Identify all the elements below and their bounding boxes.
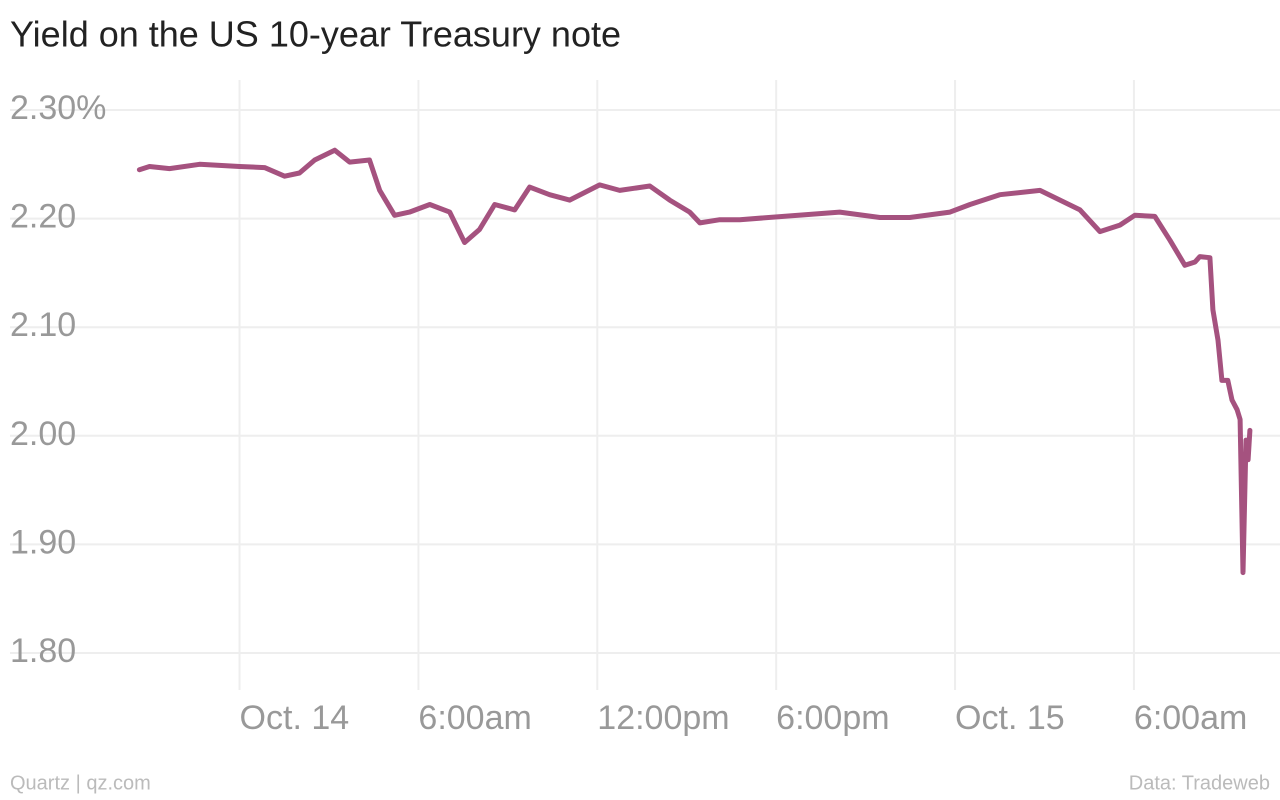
y-tick-label: 2.30% [10,89,106,127]
y-tick-label: 1.80 [10,632,76,670]
source-right: Data: Tradeweb [1129,772,1270,794]
line-series [136,147,1253,576]
x-tick-label: 6:00am [418,699,531,737]
chart-title: Yield on the US 10-year Treasury note [10,14,621,55]
x-tick-label: 6:00am [1134,699,1247,737]
source-left: Quartz | qz.com [10,772,151,794]
y-tick-label: 2.20 [10,198,76,236]
x-tick-label: Oct. 14 [240,699,350,737]
y-tick-label: 1.90 [10,523,76,561]
x-tick-label: 6:00pm [776,699,889,737]
y-tick-label: 2.00 [10,415,76,453]
y-tick-label: 2.10 [10,306,76,344]
x-tick-label: 12:00pm [597,699,729,737]
x-tick-label: Oct. 15 [955,699,1065,737]
